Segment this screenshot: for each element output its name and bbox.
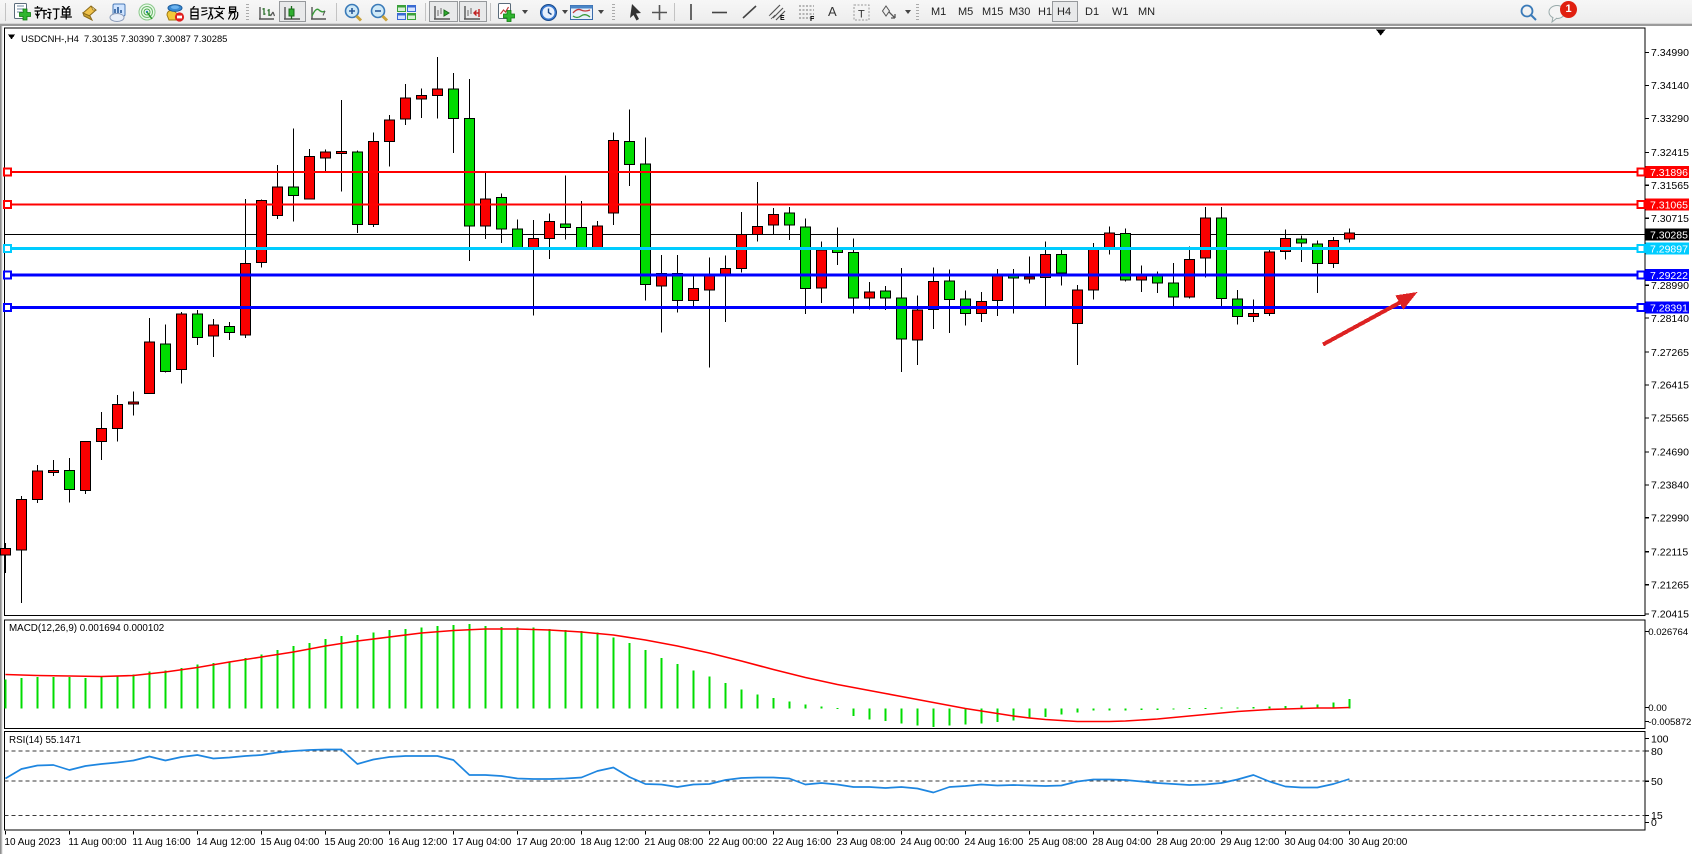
- svg-text:7.26415: 7.26415: [1651, 380, 1689, 392]
- svg-text:7.28990: 7.28990: [1651, 280, 1689, 292]
- svg-text:7.30715: 7.30715: [1651, 213, 1689, 225]
- svg-text:7.31565: 7.31565: [1651, 180, 1689, 192]
- svg-text:24 Aug 00:00: 24 Aug 00:00: [900, 837, 959, 848]
- svg-text:MACD(12,26,9) 0.001694 0.00010: MACD(12,26,9) 0.001694 0.000102: [9, 623, 164, 634]
- svg-text:50: 50: [1651, 776, 1663, 788]
- svg-text:7.32415: 7.32415: [1651, 147, 1689, 159]
- svg-text:RSI(14) 55.1471: RSI(14) 55.1471: [9, 735, 81, 746]
- svg-text:30 Aug 20:00: 30 Aug 20:00: [1348, 837, 1407, 848]
- svg-text:22 Aug 16:00: 22 Aug 16:00: [772, 837, 831, 848]
- svg-text:23 Aug 08:00: 23 Aug 08:00: [836, 837, 895, 848]
- svg-text:F: F: [810, 16, 815, 22]
- svg-text:7.22990: 7.22990: [1651, 513, 1689, 525]
- svg-text:7.34140: 7.34140: [1651, 80, 1689, 92]
- svg-text:28 Aug 04:00: 28 Aug 04:00: [1092, 837, 1151, 848]
- svg-text:21 Aug 08:00: 21 Aug 08:00: [644, 837, 703, 848]
- svg-text:0.026764: 0.026764: [1648, 627, 1689, 638]
- svg-text:7.24690: 7.24690: [1651, 447, 1689, 459]
- svg-text:0.00: 0.00: [1648, 703, 1667, 714]
- svg-text:7.23840: 7.23840: [1651, 480, 1689, 492]
- svg-text:24 Aug 16:00: 24 Aug 16:00: [964, 837, 1023, 848]
- svg-text:15: 15: [1651, 810, 1663, 822]
- svg-text:E: E: [780, 15, 785, 22]
- svg-text:7.31065: 7.31065: [1650, 199, 1688, 211]
- svg-text:22 Aug 00:00: 22 Aug 00:00: [708, 837, 767, 848]
- svg-text:7.28391: 7.28391: [1650, 302, 1688, 314]
- svg-text:7.20415: 7.20415: [1651, 609, 1689, 621]
- svg-text:10 Aug 2023: 10 Aug 2023: [4, 837, 61, 848]
- svg-text:T: T: [858, 9, 865, 21]
- svg-text:7.22115: 7.22115: [1651, 547, 1688, 559]
- svg-text:7.25565: 7.25565: [1651, 413, 1689, 425]
- svg-text:7.27265: 7.27265: [1651, 347, 1689, 359]
- svg-text:11 Aug 16:00: 11 Aug 16:00: [132, 837, 191, 848]
- svg-text:18 Aug 12:00: 18 Aug 12:00: [580, 837, 639, 848]
- svg-text:7.21265: 7.21265: [1651, 579, 1689, 591]
- svg-text:15 Aug 04:00: 15 Aug 04:00: [260, 837, 319, 848]
- svg-text:17 Aug 04:00: 17 Aug 04:00: [452, 837, 511, 848]
- svg-text:11 Aug 00:00: 11 Aug 00:00: [68, 837, 127, 848]
- svg-text:17 Aug 20:00: 17 Aug 20:00: [516, 837, 575, 848]
- svg-text:USDCNH-,H4 7.30135 7.30390 7.: USDCNH-,H4 7.30135 7.30390 7.30087 7.302…: [21, 33, 227, 44]
- svg-text:25 Aug 08:00: 25 Aug 08:00: [1028, 837, 1087, 848]
- svg-text:7.31896: 7.31896: [1650, 167, 1688, 179]
- svg-text:14 Aug 12:00: 14 Aug 12:00: [196, 837, 255, 848]
- svg-text:28 Aug 20:00: 28 Aug 20:00: [1156, 837, 1215, 848]
- svg-text:15 Aug 20:00: 15 Aug 20:00: [324, 837, 383, 848]
- svg-text:7.29897: 7.29897: [1650, 243, 1688, 255]
- svg-text:16 Aug 12:00: 16 Aug 12:00: [388, 837, 447, 848]
- svg-text:100: 100: [1651, 733, 1669, 745]
- svg-text:30 Aug 04:00: 30 Aug 04:00: [1284, 837, 1343, 848]
- svg-text:7.34990: 7.34990: [1651, 47, 1689, 59]
- svg-text:0: 0: [1651, 817, 1657, 829]
- svg-text:7.29222: 7.29222: [1650, 270, 1688, 282]
- svg-text:-0.005872: -0.005872: [1648, 717, 1691, 728]
- svg-text:29 Aug 12:00: 29 Aug 12:00: [1220, 837, 1279, 848]
- svg-text:80: 80: [1651, 746, 1663, 758]
- svg-text:7.30285: 7.30285: [1650, 229, 1688, 241]
- svg-text:7.33290: 7.33290: [1651, 113, 1689, 125]
- svg-text:7.28140: 7.28140: [1651, 313, 1689, 325]
